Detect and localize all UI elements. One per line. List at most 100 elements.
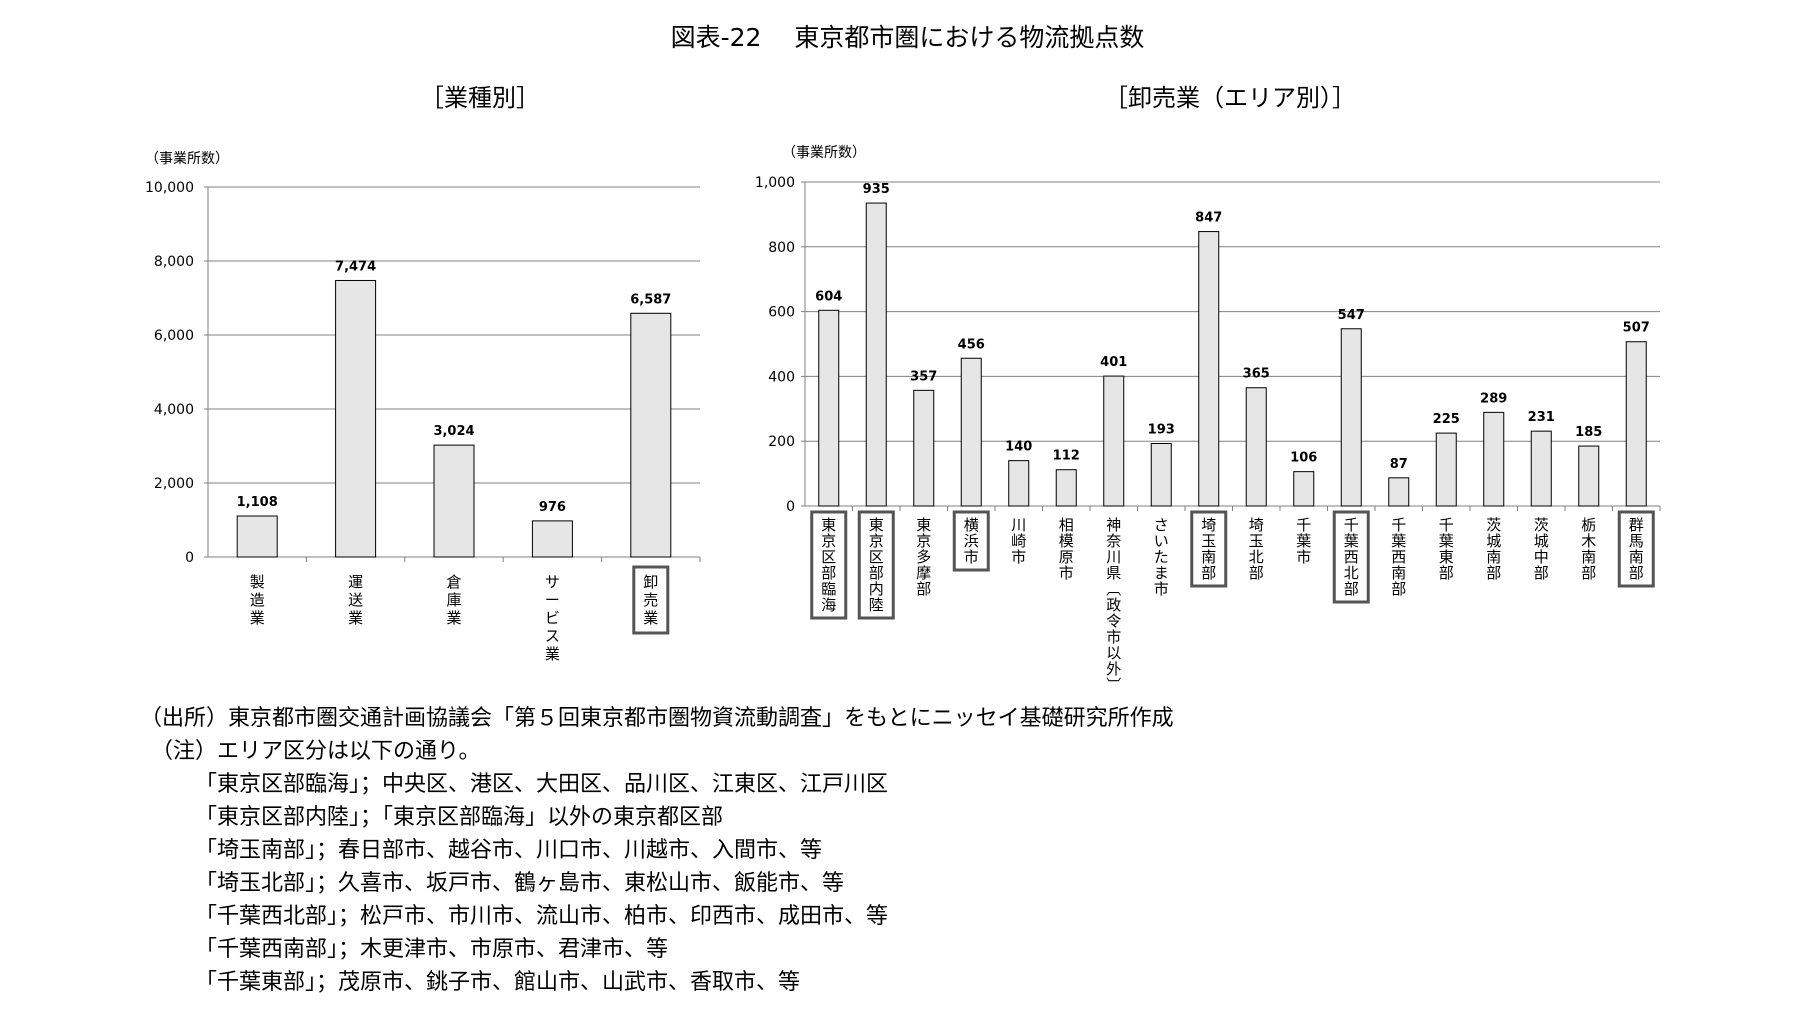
data-label: 401: [1100, 355, 1127, 370]
x-tick-label-text: 相模原市: [1059, 516, 1074, 582]
x-tick-label-text: 神奈川県︹政令市以外︺: [1106, 516, 1121, 694]
x-tick-label-text: 埼玉南部: [1201, 516, 1216, 582]
highlight-box: [810, 510, 848, 620]
data-label: 935: [863, 182, 890, 197]
bar: [236, 515, 278, 558]
x-tick-label: 横浜市: [952, 510, 990, 572]
x-tick-label-text: 横浜市: [964, 516, 979, 566]
bar: [1578, 445, 1600, 507]
x-tick-label-text: 運送業: [348, 573, 363, 627]
x-tick-label-text: さいたま市: [1154, 516, 1169, 598]
x-tick-label: 神奈川県︹政令市以外︺: [1106, 516, 1121, 694]
y-tick-label: 0: [185, 550, 194, 566]
y-tick-label: 1,000: [755, 175, 795, 191]
y-axis-label: （事業所数）: [145, 151, 229, 167]
x-tick-label: 千葉東部: [1439, 516, 1454, 582]
x-tick-label: 相模原市: [1059, 516, 1074, 582]
x-tick-label: 千葉西北部: [1332, 510, 1370, 604]
bar: [1388, 477, 1410, 507]
y-tick-label: 8,000: [154, 254, 194, 270]
data-label: 140: [1005, 440, 1032, 455]
bar: [913, 389, 935, 507]
bar: [1198, 231, 1220, 507]
x-tick-label-text: 倉庫業: [446, 573, 461, 627]
note-line: 「埼玉北部」；久喜市、坂戸市、鶴ヶ島市、東松山市、飯能市、等: [140, 871, 845, 896]
x-tick-label: 埼玉北部: [1249, 516, 1264, 582]
note-line: 「千葉西北部」；松戸市、市川市、流山市、柏市、印西市、成田市、等: [140, 904, 889, 929]
x-tick-label: 製造業: [250, 573, 265, 627]
x-tick-label-text: 千葉市: [1296, 516, 1311, 566]
y-tick-label: 4,000: [154, 402, 194, 418]
bar: [1530, 430, 1552, 507]
area-chart: （事業所数） 0 200 400 600 800 1,000 604 東京区部臨海 935 東京区部…: [755, 145, 1661, 694]
data-label: 106: [1290, 451, 1317, 466]
notes: （出所）東京都市圏交通計画協議会「第５回東京都市圏物資流動調査」をもとにニッセイ…: [140, 702, 1174, 999]
bar: [1293, 471, 1315, 507]
y-tick-label: 400: [768, 369, 795, 385]
x-tick-label: さいたま市: [1154, 516, 1169, 598]
note-line: 「東京区部内陸」；「東京区部臨海」以外の東京都区部: [140, 805, 724, 830]
highlight-box: [1617, 510, 1655, 588]
data-label: 231: [1528, 410, 1555, 425]
data-label: 7,474: [335, 259, 376, 274]
x-tick-label-text: 東京区部臨海: [821, 516, 836, 614]
bar: [1150, 442, 1172, 507]
y-tick-label: 0: [786, 499, 795, 515]
x-tick-label: 運送業: [348, 573, 363, 627]
bar: [960, 357, 982, 507]
data-label: 1,108: [237, 495, 278, 510]
x-tick-label: 東京多摩部: [916, 516, 931, 598]
x-tick-label-text: 卸売業: [643, 573, 658, 627]
data-label: 3,024: [433, 424, 474, 439]
bar: [433, 444, 475, 558]
note-line: 「千葉西南部」；木更津市、市原市、君津市、等: [140, 937, 669, 962]
x-tick-label-text: 製造業: [250, 573, 265, 627]
x-tick-label-text: 川崎市: [1011, 516, 1026, 566]
x-tick-label: 茨城南部: [1486, 516, 1501, 582]
bar: [335, 279, 377, 558]
y-tick-label: 6,000: [154, 328, 194, 344]
x-tick-label-text: 埼玉北部: [1249, 516, 1264, 582]
bar: [1340, 328, 1362, 507]
x-tick-label: 東京区部内陸: [857, 510, 895, 620]
note-header: （注）エリア区分は以下の通り。: [140, 739, 481, 764]
note-line: 「東京区部臨海」；中央区、港区、大田区、品川区、江東区、江戸川区: [140, 772, 889, 797]
bar: [1103, 375, 1125, 507]
x-tick-label-text: 茨城中部: [1534, 516, 1549, 582]
y-axis-label: （事業所数）: [782, 145, 866, 161]
charts-canvas: （事業所数） 0 2,000 4,000 6,000 8,000 10,000 1,108 製造…: [145, 145, 1661, 694]
x-tick-label: 群馬南部: [1617, 510, 1655, 588]
x-tick-label-text: 東京区部内陸: [869, 516, 884, 614]
x-tick-label-text: サービス業: [545, 573, 560, 663]
highlight-box: [1190, 510, 1228, 588]
highlight-box: [857, 510, 895, 620]
bar: [1008, 460, 1030, 507]
x-tick-label-text: 栃木南部: [1581, 516, 1596, 582]
note-source: （出所）東京都市圏交通計画協議会「第５回東京都市圏物資流動調査」をもとにニッセイ…: [140, 706, 1174, 731]
note-line: 「埼玉南部」；春日部市、越谷市、川口市、川越市、入間市、等: [140, 838, 823, 863]
data-label: 604: [815, 289, 842, 304]
data-label: 357: [910, 369, 937, 384]
x-tick-label: 東京区部臨海: [810, 510, 848, 620]
x-tick-label: 川崎市: [1011, 516, 1026, 566]
x-tick-label-text: 東京多摩部: [916, 516, 931, 598]
x-tick-label: 卸売業: [632, 565, 670, 635]
y-tick-label: 600: [768, 305, 795, 321]
x-tick-label-text: 茨城南部: [1486, 516, 1501, 582]
x-tick-label: 倉庫業: [446, 573, 461, 627]
data-label: 185: [1575, 425, 1602, 440]
figure-title: 図表-22 東京都市圏における物流拠点数: [670, 23, 1145, 52]
x-tick-label-text: 群馬南部: [1629, 516, 1644, 582]
y-tick-label: 200: [768, 434, 795, 450]
y-tick-label: 2,000: [154, 476, 194, 492]
left-chart-title: ［業種別］: [420, 84, 540, 112]
note-line: 「千葉東部」；茂原市、銚子市、館山市、山武市、香取市、等: [140, 970, 801, 995]
data-label: 847: [1195, 211, 1222, 226]
data-label: 193: [1148, 422, 1175, 437]
data-label: 6,587: [630, 292, 671, 307]
bar: [1055, 469, 1077, 507]
industry-chart: （事業所数） 0 2,000 4,000 6,000 8,000 10,000 1,108 製造…: [145, 151, 701, 663]
x-tick-label: 千葉西南部: [1391, 516, 1406, 598]
bar: [1625, 341, 1647, 507]
y-tick-label: 800: [768, 240, 795, 256]
